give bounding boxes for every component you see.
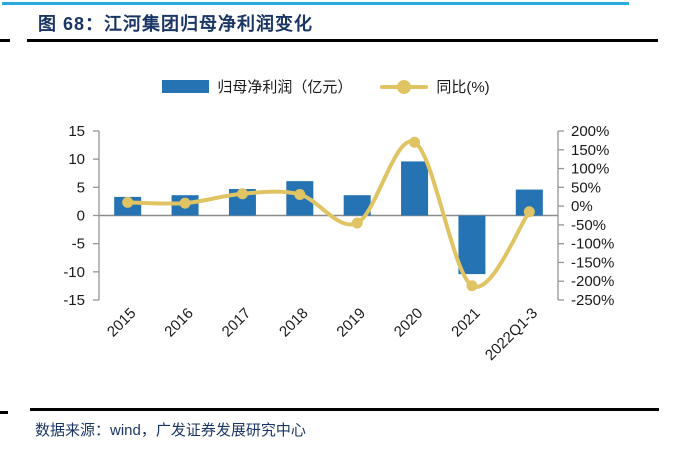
legend-label-net-profit: 归母净利润（亿元）	[217, 79, 353, 96]
x-label-2020: 2020	[391, 305, 427, 341]
yoy-line-markers	[122, 136, 535, 292]
x-label-2019: 2019	[333, 305, 369, 341]
x-label-2015: 2015	[104, 305, 140, 341]
marker-2017	[236, 188, 248, 200]
marker-2015	[122, 196, 134, 208]
header-divider-left-stub	[0, 39, 10, 42]
data-source: 数据来源：wind，广发证券发展研究中心	[35, 422, 306, 439]
left-axis-tick-label: 15	[68, 123, 85, 140]
bar-2019	[343, 195, 371, 216]
left-axis-tick-label: 0	[77, 208, 85, 225]
right-axis-tick-label: 100%	[571, 161, 609, 178]
top-accent-rule	[2, 2, 629, 5]
bar-2020	[401, 161, 429, 216]
right-axis-tick-label: -250%	[571, 292, 614, 309]
left-axis: 15 10 5 0 -5 -10 -15	[63, 123, 100, 309]
left-axis-tick-label: -15	[63, 292, 85, 309]
right-axis-tick-label: -100%	[571, 236, 614, 253]
legend-item-yoy: 同比(%)	[380, 76, 490, 97]
right-axis-tick-label: -200%	[571, 273, 614, 290]
right-axis-tick-label: 50%	[571, 179, 601, 196]
marker-2019	[351, 217, 363, 229]
left-axis-tick-label: 5	[77, 179, 85, 196]
right-axis-tick-label: 150%	[571, 142, 609, 159]
left-axis-tick-label: 10	[68, 151, 85, 168]
header-divider	[27, 39, 658, 42]
bar-2021	[458, 215, 486, 275]
right-axis-tick-label: 0%	[571, 198, 593, 215]
bar-series	[114, 161, 543, 275]
chart-legend: 归母净利润（亿元） 同比(%)	[0, 76, 652, 97]
net-profit-combo-chart: 15 10 5 0 -5 -10 -15 200% 150% 100%50% 0% -50% -100%…	[63, 123, 614, 364]
right-axis-tick-label: -150%	[571, 254, 614, 271]
marker-2016	[179, 197, 191, 209]
x-label-2018: 2018	[276, 305, 312, 341]
line-swatch-marker-icon	[397, 79, 412, 94]
legend-label-yoy: 同比(%)	[436, 79, 490, 96]
right-axis-tick-label: -50%	[571, 217, 606, 234]
footer-divider	[30, 408, 659, 411]
legend-item-net-profit: 归母净利润（亿元）	[162, 76, 352, 97]
figure-title: 图 68：江河集团归母净利润变化	[38, 14, 314, 34]
left-axis-tick-label: -5	[72, 236, 85, 253]
marker-2018	[294, 188, 306, 200]
left-axis-tick-label: -10	[63, 264, 85, 281]
x-label-2017: 2017	[219, 305, 255, 341]
x-label-2016: 2016	[161, 305, 197, 341]
x-label-2021: 2021	[448, 305, 484, 341]
marker-2021	[466, 280, 478, 292]
marker-2022Q1-3	[523, 206, 535, 218]
bar-series-swatch	[162, 80, 210, 93]
marker-2020	[409, 136, 421, 148]
x-label-2022Q1-3: 2022Q1-3	[482, 305, 541, 364]
line-series-swatch	[380, 79, 429, 94]
footer-divider-left-stub	[0, 411, 8, 414]
right-axis: 200% 150% 100%50% 0% -50% -100%-150% -200% -250…	[557, 123, 614, 309]
right-axis-tick-label: 200%	[571, 123, 609, 140]
